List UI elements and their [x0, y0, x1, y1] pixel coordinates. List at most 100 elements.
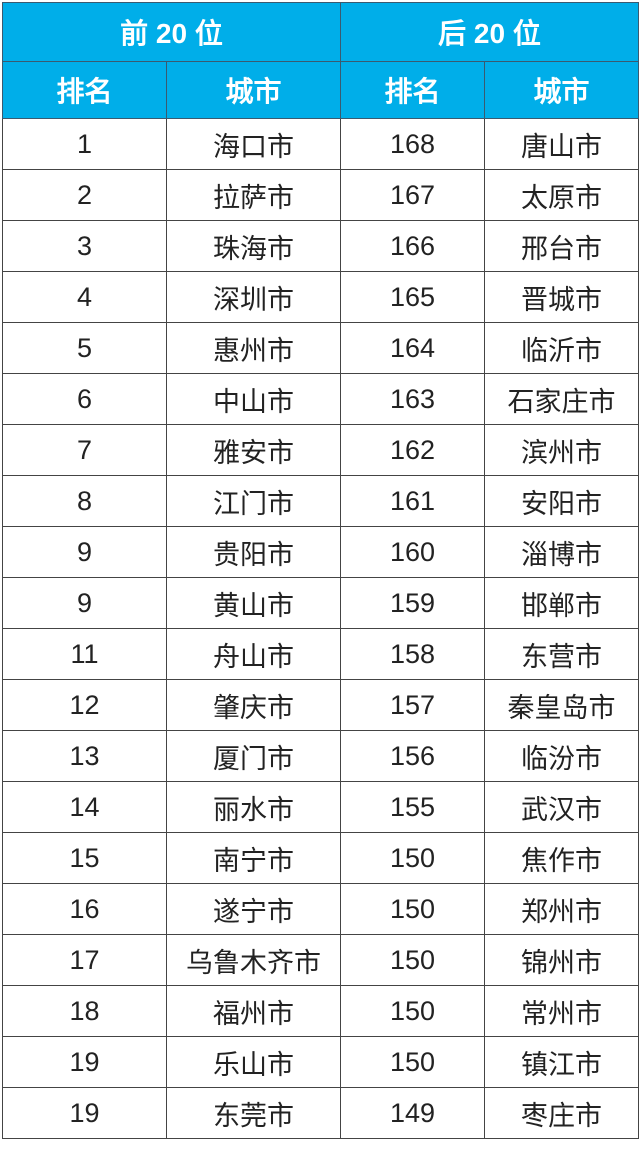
bottom-rank-cell: 150 [340, 883, 485, 935]
top-rank-cell: 18 [2, 985, 167, 1037]
bottom-city-cell: 淄博市 [484, 526, 639, 578]
bottom-city-cell: 枣庄市 [484, 1087, 639, 1139]
bottom-rank-cell: 155 [340, 781, 485, 833]
table-row: 6 中山市 163 石家庄市 [2, 373, 639, 425]
bottom-rank-cell: 167 [340, 169, 485, 221]
table-row: 9 黄山市 159 邯郸市 [2, 577, 639, 629]
city-ranking-table: 前 20 位 后 20 位 排名 城市 排名 城市 1 海口市 168 唐山市 2 拉萨市… [2, 2, 639, 1139]
bottom-rank-cell: 168 [340, 118, 485, 170]
top-rank-cell: 3 [2, 220, 167, 272]
table-row: 14 丽水市 155 武汉市 [2, 781, 639, 833]
bottom-rank-cell: 160 [340, 526, 485, 578]
bottom-city-cell: 邯郸市 [484, 577, 639, 629]
city-column-header: 城市 [484, 61, 639, 119]
top-rank-cell: 13 [2, 730, 167, 782]
top-city-cell: 江门市 [166, 475, 341, 527]
bottom-rank-cell: 162 [340, 424, 485, 476]
top-rank-cell: 5 [2, 322, 167, 374]
bottom-city-cell: 临汾市 [484, 730, 639, 782]
bottom-city-cell: 郑州市 [484, 883, 639, 935]
bottom-city-cell: 太原市 [484, 169, 639, 221]
top-rank-cell: 11 [2, 628, 167, 680]
top-city-cell: 珠海市 [166, 220, 341, 272]
rank-column-header: 排名 [2, 61, 167, 119]
top-city-cell: 丽水市 [166, 781, 341, 833]
top-rank-cell: 9 [2, 526, 167, 578]
bottom-rank-cell: 156 [340, 730, 485, 782]
bottom-rank-cell: 150 [340, 985, 485, 1037]
table-row: 19 东莞市 149 枣庄市 [2, 1087, 639, 1139]
top-rank-cell: 16 [2, 883, 167, 935]
table-row: 5 惠州市 164 临沂市 [2, 322, 639, 374]
top-city-cell: 雅安市 [166, 424, 341, 476]
top-rank-cell: 6 [2, 373, 167, 425]
bottom-rank-cell: 163 [340, 373, 485, 425]
top-city-cell: 舟山市 [166, 628, 341, 680]
top-city-cell: 海口市 [166, 118, 341, 170]
bottom-rank-cell: 164 [340, 322, 485, 374]
top-rank-cell: 17 [2, 934, 167, 986]
top-rank-cell: 8 [2, 475, 167, 527]
top-rank-cell: 19 [2, 1036, 167, 1088]
table-row: 18 福州市 150 常州市 [2, 985, 639, 1037]
top-rank-cell: 2 [2, 169, 167, 221]
table-row: 7 雅安市 162 滨州市 [2, 424, 639, 476]
bottom-rank-cell: 150 [340, 832, 485, 884]
top-rank-cell: 9 [2, 577, 167, 629]
bottom-rank-cell: 159 [340, 577, 485, 629]
top-rank-cell: 15 [2, 832, 167, 884]
bottom-city-cell: 武汉市 [484, 781, 639, 833]
bottom-city-cell: 临沂市 [484, 322, 639, 374]
top-city-cell: 遂宁市 [166, 883, 341, 935]
table-row: 1 海口市 168 唐山市 [2, 118, 639, 170]
bottom-city-cell: 秦皇岛市 [484, 679, 639, 731]
table-row: 2 拉萨市 167 太原市 [2, 169, 639, 221]
table-row: 17 乌鲁木齐市 150 锦州市 [2, 934, 639, 986]
top-20-header: 前 20 位 [2, 2, 341, 62]
top-city-cell: 厦门市 [166, 730, 341, 782]
top-city-cell: 贵阳市 [166, 526, 341, 578]
top-city-cell: 深圳市 [166, 271, 341, 323]
top-city-cell: 乐山市 [166, 1036, 341, 1088]
bottom-city-cell: 镇江市 [484, 1036, 639, 1088]
top-city-cell: 黄山市 [166, 577, 341, 629]
top-city-cell: 肇庆市 [166, 679, 341, 731]
table-row: 4 深圳市 165 晋城市 [2, 271, 639, 323]
table-row: 8 江门市 161 安阳市 [2, 475, 639, 527]
top-city-cell: 东莞市 [166, 1087, 341, 1139]
top-rank-cell: 7 [2, 424, 167, 476]
bottom-city-cell: 滨州市 [484, 424, 639, 476]
bottom-city-cell: 锦州市 [484, 934, 639, 986]
bottom-rank-cell: 150 [340, 934, 485, 986]
top-city-cell: 惠州市 [166, 322, 341, 374]
table-row: 16 遂宁市 150 郑州市 [2, 883, 639, 935]
bottom-city-cell: 东营市 [484, 628, 639, 680]
bottom-rank-cell: 149 [340, 1087, 485, 1139]
rank-column-header: 排名 [340, 61, 485, 119]
bottom-rank-cell: 150 [340, 1036, 485, 1088]
bottom-rank-cell: 158 [340, 628, 485, 680]
top-rank-cell: 19 [2, 1087, 167, 1139]
bottom-rank-cell: 157 [340, 679, 485, 731]
top-city-cell: 福州市 [166, 985, 341, 1037]
top-rank-cell: 1 [2, 118, 167, 170]
bottom-20-header: 后 20 位 [340, 2, 639, 62]
bottom-city-cell: 常州市 [484, 985, 639, 1037]
bottom-city-cell: 邢台市 [484, 220, 639, 272]
bottom-rank-cell: 166 [340, 220, 485, 272]
top-city-cell: 乌鲁木齐市 [166, 934, 341, 986]
top-rank-cell: 12 [2, 679, 167, 731]
city-column-header: 城市 [166, 61, 341, 119]
top-city-cell: 中山市 [166, 373, 341, 425]
top-city-cell: 拉萨市 [166, 169, 341, 221]
table-row: 11 舟山市 158 东营市 [2, 628, 639, 680]
table-row: 13 厦门市 156 临汾市 [2, 730, 639, 782]
bottom-rank-cell: 165 [340, 271, 485, 323]
table-row: 3 珠海市 166 邢台市 [2, 220, 639, 272]
top-rank-cell: 14 [2, 781, 167, 833]
table-row: 9 贵阳市 160 淄博市 [2, 526, 639, 578]
top-city-cell: 南宁市 [166, 832, 341, 884]
bottom-rank-cell: 161 [340, 475, 485, 527]
bottom-city-cell: 唐山市 [484, 118, 639, 170]
table-row: 15 南宁市 150 焦作市 [2, 832, 639, 884]
